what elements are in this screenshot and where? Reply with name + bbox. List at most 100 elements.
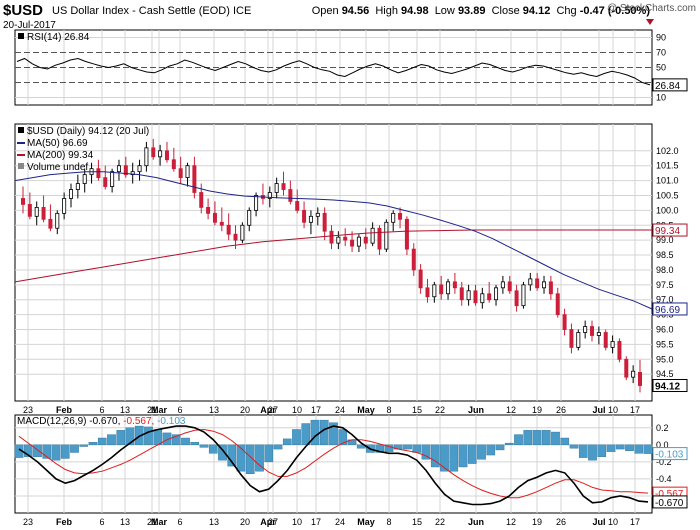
candle-body [254, 195, 259, 211]
price-tag-text: 94.12 [655, 382, 680, 393]
ma200-line [14, 229, 652, 283]
macd-histogram-bar [310, 419, 320, 446]
x-axis-bottom-tick-label: Jun [468, 517, 484, 527]
macd-histogram-bar [125, 427, 135, 446]
low-label: Low [434, 5, 455, 17]
x-axis-bottom-tick-label: 10 [608, 517, 618, 527]
macd-histogram-bar [245, 444, 255, 474]
candle-body [596, 332, 601, 336]
candle-body [62, 198, 67, 214]
x-axis-mid-tick-label: 23 [23, 405, 33, 415]
x-axis-bottom-tick-label: 17 [311, 517, 321, 527]
open-value: 94.56 [341, 5, 370, 17]
candle-body [363, 236, 368, 244]
macd-histogram-bar [421, 444, 431, 460]
macd-histogram-bar [495, 444, 505, 451]
rsi-value-tag [652, 78, 688, 92]
macd-histogram-bar [70, 444, 79, 453]
price-tick-label: 102.0 [656, 146, 679, 156]
x-axis-bottom-tick-label: 21 [147, 517, 157, 527]
x-axis-bottom-tick-label: 12 [506, 517, 516, 527]
price-frame [14, 123, 653, 402]
macd-tick-label: -0.2 [656, 457, 672, 467]
high-label: High [375, 5, 398, 17]
macd-histogram-bar [153, 429, 163, 446]
macd-histogram-bar [458, 444, 468, 468]
candle-body [192, 165, 197, 193]
candle-body [103, 177, 108, 187]
candle-body [240, 224, 245, 241]
macd-histogram-bar [190, 442, 200, 446]
candle-body [404, 218, 409, 250]
ma200-legend: MA(200) 99.34 [27, 150, 94, 161]
candle-body [548, 281, 553, 295]
x-axis-bottom-tick-label: Apr [260, 517, 276, 527]
candle-body [521, 284, 526, 307]
macd-histogram-bar [218, 444, 227, 461]
rsi-value-tag-text: 26.84 [655, 81, 680, 92]
x-axis-mid-tick-label: 15 [412, 405, 422, 415]
macd-histogram-bar [208, 444, 218, 454]
macd-histogram-bar [588, 444, 597, 461]
price-tick-label: 96.0 [656, 325, 674, 335]
macd-histogram-bar [88, 442, 98, 446]
open-label: Open [311, 5, 339, 17]
x-axis-bottom-tick-label: 13 [209, 517, 219, 527]
x-axis-mid-tick-label: 13 [120, 405, 130, 415]
candle-body [638, 372, 643, 386]
price-tick-label: 100.0 [656, 205, 679, 215]
macd-histogram-bar [625, 444, 634, 451]
candle-body [500, 281, 505, 289]
macd-tick-label: -0.4 [656, 474, 672, 484]
macd-histogram-bar [162, 432, 172, 446]
candle-body [171, 159, 176, 170]
candle-body [425, 287, 430, 298]
macd-histogram-bar [440, 444, 449, 472]
macd-histogram-bar [560, 437, 570, 446]
x-axis-mid-tick-label: May [357, 405, 375, 415]
macd-histogram-bar [467, 444, 477, 464]
macd-histogram-bar [236, 444, 246, 472]
x-axis-mid-tick-label: Jun [468, 405, 484, 415]
candle-body [391, 212, 396, 223]
candle-body [288, 189, 293, 202]
macd-histogram-bar [486, 444, 496, 456]
macd-tag [652, 495, 688, 509]
ma50-legend: MA(50) 96.69 [27, 138, 88, 149]
candle-body [610, 341, 615, 348]
x-axis-mid-tick-label: Feb [56, 405, 73, 415]
macd-histogram-bar [42, 444, 52, 459]
macd-histogram-bar [181, 437, 190, 446]
candle-body [144, 147, 149, 167]
candle-body [555, 293, 560, 316]
x-axis-bottom-tick-label: Jul [592, 517, 605, 527]
macd-histogram-bar [569, 444, 579, 449]
macd-histogram-bar [329, 422, 338, 446]
x-axis-bottom-tick-label: 6 [177, 517, 182, 527]
rsi-tick-label: 50 [656, 63, 666, 73]
price-tick-label: 98.5 [656, 250, 674, 260]
macd-histogram-bar [597, 444, 607, 457]
candle-body [48, 218, 53, 229]
candle-body [487, 293, 492, 301]
macd-histogram-bar [384, 444, 394, 452]
x-axis-mid-tick-label: 17 [311, 405, 321, 415]
macd-histogram-bar [412, 444, 422, 453]
x-axis-bottom-tick-label: 26 [556, 517, 566, 527]
candle-body [432, 284, 437, 298]
candle-body [34, 206, 39, 217]
candle-body [308, 215, 313, 223]
candle-body [212, 212, 217, 223]
candle-body [27, 204, 32, 217]
candle-body [247, 209, 252, 226]
candle-body [356, 236, 361, 247]
macd-histogram-bar [338, 429, 348, 446]
ma50-line [14, 171, 653, 310]
candle-body [295, 201, 300, 211]
candle-body [514, 290, 519, 307]
price-tick-label: 101.0 [656, 176, 679, 186]
candle-body [267, 192, 272, 199]
macd-histogram-bar [79, 444, 89, 447]
candle-body [68, 189, 73, 199]
